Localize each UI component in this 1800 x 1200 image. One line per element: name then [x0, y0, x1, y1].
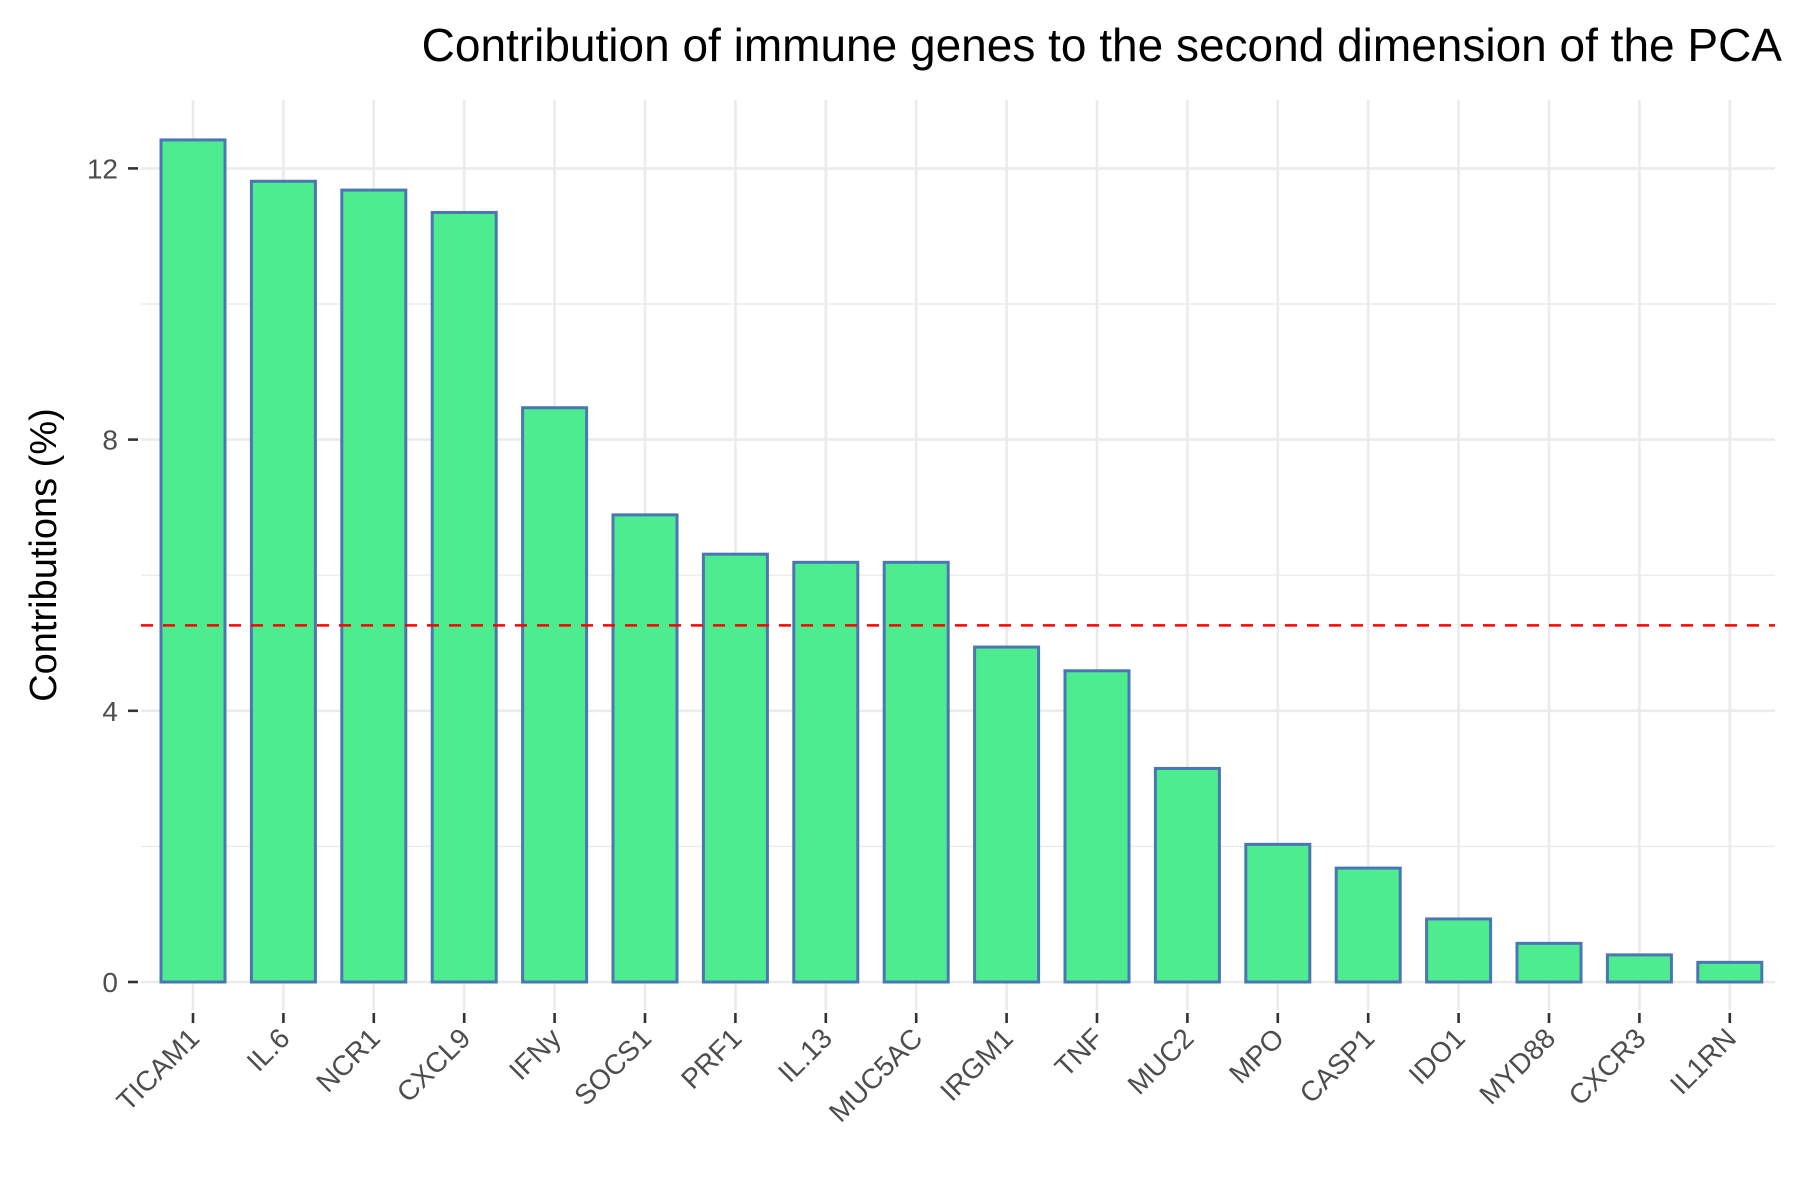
- bar-muc2: [1153, 766, 1221, 984]
- chart-title: Contribution of immune genes to the seco…: [421, 19, 1782, 71]
- x-tick-label: CASP1: [1294, 1022, 1381, 1109]
- x-tick-label: IDO1: [1403, 1022, 1471, 1090]
- x-tick-label: PRF1: [675, 1022, 748, 1095]
- x-tick-label: IL1RN: [1664, 1022, 1742, 1100]
- bar-casp1: [1334, 866, 1402, 984]
- x-tick-label: MYD88: [1473, 1022, 1561, 1110]
- x-tick-label: IL.13: [772, 1022, 838, 1088]
- x-tick-label: SOCS1: [568, 1022, 657, 1111]
- x-tick-label: MPO: [1223, 1022, 1290, 1089]
- y-axis-label: Contributions (%): [23, 408, 65, 702]
- x-tick-label: MUC2: [1122, 1022, 1200, 1100]
- y-tick-label: 4: [102, 696, 118, 727]
- bar-prf1: [701, 552, 769, 984]
- x-tick-label: TICAM1: [111, 1022, 206, 1117]
- bar-cxcr3: [1605, 953, 1673, 984]
- bar-il1rn: [1696, 960, 1764, 984]
- bar-irgm1: [973, 645, 1041, 984]
- bar-ticam1: [159, 138, 227, 984]
- bar-ncr1: [340, 188, 408, 984]
- bar-cxcl9: [430, 210, 498, 984]
- x-tick-label: IRGM1: [934, 1022, 1019, 1107]
- bar-il-13: [792, 560, 860, 984]
- bar-tnf: [1063, 669, 1131, 984]
- x-tick-label: IL.6: [241, 1022, 296, 1077]
- bar-ifny: [521, 406, 589, 984]
- x-tick-label: IFNy: [503, 1022, 567, 1086]
- bar-mpo: [1244, 842, 1312, 984]
- y-tick-label: 0: [102, 967, 118, 998]
- bars: [159, 138, 1764, 984]
- x-tick-label: CXCR3: [1563, 1022, 1652, 1111]
- bar-myd88: [1515, 941, 1583, 984]
- x-tick-label: MUC5AC: [823, 1022, 929, 1128]
- x-tick-label: NCR1: [310, 1022, 386, 1098]
- bar-socs1: [611, 513, 679, 984]
- y-tick-label: 8: [102, 425, 118, 456]
- x-tick-label: TNF: [1049, 1022, 1109, 1082]
- x-tick-label: CXCL9: [391, 1022, 477, 1108]
- bar-ido1: [1425, 917, 1493, 984]
- bar-muc5ac: [882, 560, 950, 984]
- y-tick-label: 12: [87, 153, 118, 184]
- bar-il-6: [249, 179, 317, 984]
